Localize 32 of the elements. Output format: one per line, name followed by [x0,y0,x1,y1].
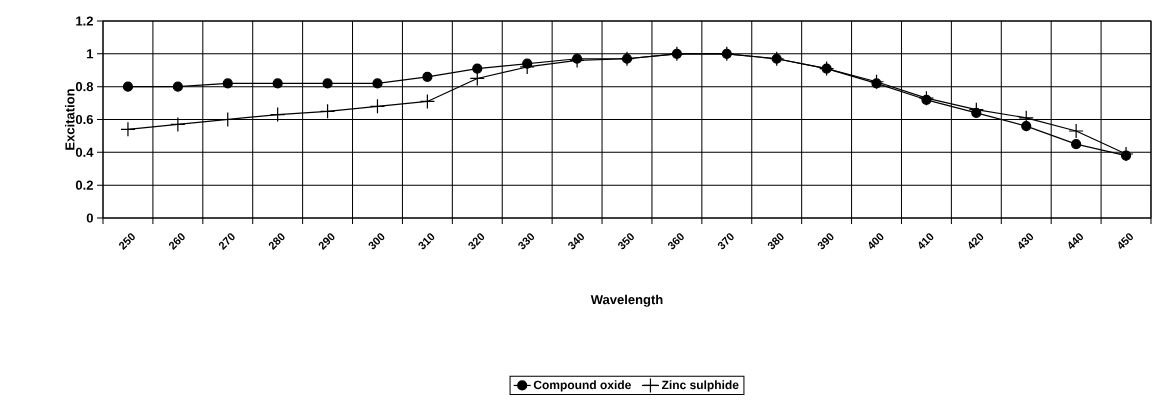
y-tick-label: 0 [86,213,93,223]
x-tick-label: 440 [1068,233,1084,250]
x-tick-label: 450 [1118,233,1133,250]
y-tick-label: 0.6 [75,114,93,125]
x-tick-label: 280 [268,233,285,250]
x-tick-label: 390 [817,233,834,250]
x-tick-label: 400 [868,233,884,250]
x-axis-title: Wavelength [590,294,663,307]
x-tick-label: 380 [767,233,784,250]
x-tick-label: 250 [119,233,135,250]
x-tick-label: 360 [667,233,684,250]
x-tick-label: 370 [717,233,734,250]
y-tick-label: 1 [87,49,94,59]
x-tick-label: 410 [918,233,934,250]
x-tick-label: 330 [518,233,535,250]
legend-label: Compound oxide [533,380,631,392]
y-tick-label: 1.2 [76,16,93,26]
x-tick-label: 300 [368,233,385,250]
x-tick-label: 340 [568,233,584,250]
legend-label: Zinc sulphide [661,380,739,392]
x-tick-label: 260 [168,233,185,250]
y-tick-label: 0.4 [75,147,94,157]
x-tick-label: 270 [218,233,235,250]
x-tick-label: 320 [468,233,485,250]
x-tick-label: 420 [968,233,984,250]
x-tick-label: 290 [318,233,335,250]
x-tick-label: 430 [1018,233,1034,250]
y-tick-label: 0.2 [75,180,93,190]
y-tick-label: 0.8 [75,82,94,92]
x-tick-label: 310 [418,233,435,250]
x-tick-label: 350 [618,233,634,250]
y-axis-title: Excitation [64,89,75,150]
